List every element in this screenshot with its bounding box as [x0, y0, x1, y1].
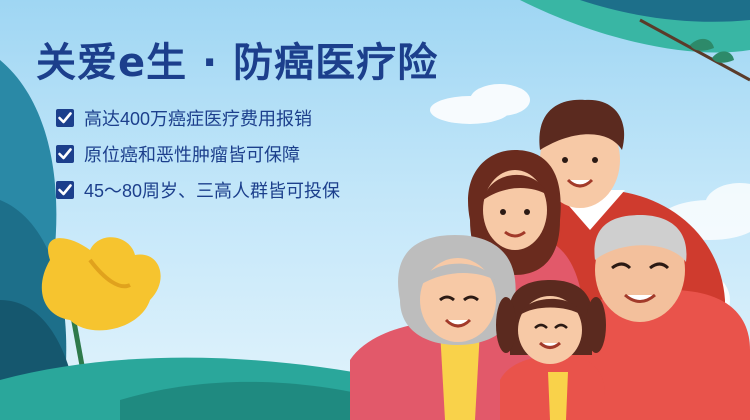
grandpa-figure	[560, 215, 750, 420]
grass-hill	[120, 381, 420, 420]
feature-text: 原位癌和恶性肿瘤皆可保障	[84, 145, 300, 165]
feature-list: 高达400万癌症医疗费用报销 原位癌和恶性肿瘤皆可保障 45～80周岁、三高人群…	[56, 100, 340, 208]
feature-text: 45～80周岁、三高人群皆可投保	[84, 181, 341, 201]
feature-item: 原位癌和恶性肿瘤皆可保障	[56, 136, 340, 172]
checkbox-icon	[56, 109, 74, 127]
feature-item: 45～80周岁、三高人群皆可投保	[56, 172, 340, 208]
banner-title: 关爱e生 · 防癌医疗险	[36, 40, 439, 86]
feature-text: 高达400万癌症医疗费用报销	[84, 109, 313, 129]
girl-figure	[496, 280, 606, 420]
leaf-branch-icon	[520, 0, 750, 82]
feature-item: 高达400万癌症医疗费用报销	[56, 100, 340, 136]
checkbox-icon	[56, 181, 74, 199]
flower-icon	[41, 237, 161, 420]
grandma-figure	[350, 235, 540, 420]
checkbox-icon	[56, 145, 74, 163]
